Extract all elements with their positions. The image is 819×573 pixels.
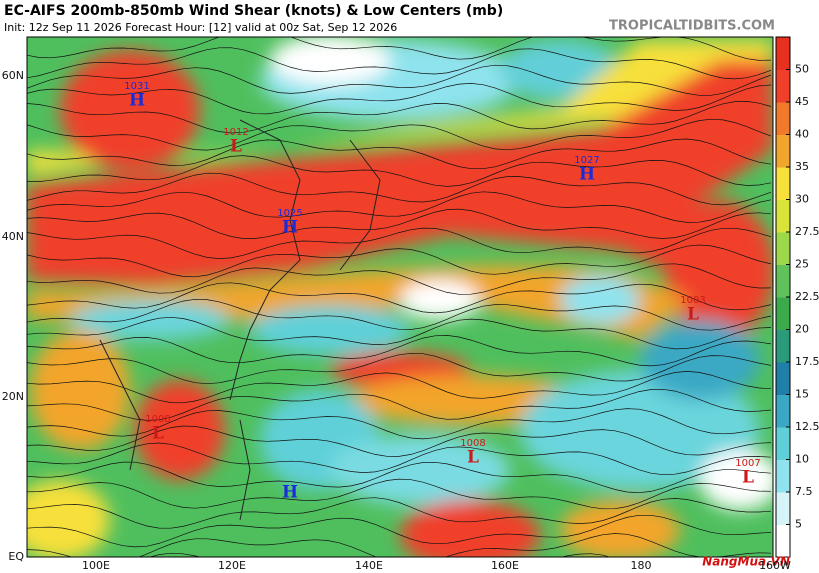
subtitle: Init: 12z Sep 11 2026 Forecast Hour: [12… xyxy=(4,21,397,34)
colorbar-label: 5 xyxy=(795,518,802,531)
colorbar: 5 7.5 10 12.5 15 17.5 20 22.5 25 27.5 30 35 40 45 50 xyxy=(775,36,819,558)
latitude-label: 40N xyxy=(2,230,24,243)
center-pressure: 1003 xyxy=(680,295,705,306)
colorbar-label: 25 xyxy=(795,258,809,271)
center-pressure: 1007 xyxy=(735,458,760,469)
streamline xyxy=(27,461,772,494)
streamline xyxy=(27,497,772,529)
colorbar-segment xyxy=(776,524,790,558)
longitude-label: 160E xyxy=(491,559,519,572)
center-pressure: 1012 xyxy=(223,127,248,138)
longitude-label: 180 xyxy=(631,559,652,572)
colorbar-label: 7.5 xyxy=(795,485,813,498)
longitude-label: 140E xyxy=(355,559,383,572)
colorbar-segment xyxy=(776,459,790,493)
streamline xyxy=(27,316,772,350)
colorbar-label: 10 xyxy=(795,453,809,466)
colorbar-segment xyxy=(776,492,790,525)
streamline xyxy=(27,533,772,557)
latitude-label: 20N xyxy=(2,390,24,403)
streamline xyxy=(27,37,772,61)
streamline xyxy=(27,208,772,239)
colorbar-segment xyxy=(776,427,790,460)
colorbar-label: 17.5 xyxy=(795,355,819,368)
center-symbol: H xyxy=(282,218,298,238)
streamlines xyxy=(27,37,772,557)
streamline xyxy=(27,442,772,476)
streamline xyxy=(27,172,772,206)
streamline xyxy=(27,244,772,278)
colorbar-segment xyxy=(776,362,790,395)
longitude-label: 160W xyxy=(759,559,791,572)
center-symbol: H xyxy=(282,483,298,503)
streamline xyxy=(27,138,772,170)
colorbar-label: 40 xyxy=(795,128,809,141)
latitude-label: EQ xyxy=(8,550,24,563)
center-pressure: 1008 xyxy=(145,414,170,425)
colorbar-label: 35 xyxy=(795,160,809,173)
watermark: NangMua.VN xyxy=(702,555,790,569)
streamline xyxy=(27,191,772,223)
center-pressure: 1008 xyxy=(460,438,485,449)
streamline xyxy=(27,83,772,115)
colorbar-segment xyxy=(776,232,790,265)
streamline xyxy=(27,425,772,457)
center-pressure: 1031 xyxy=(124,81,149,92)
streamline xyxy=(27,388,772,421)
colorbar-segment xyxy=(776,167,790,200)
center-symbol: L xyxy=(230,137,242,157)
colorbar-label: 27.5 xyxy=(795,225,819,238)
center-symbol: H xyxy=(579,165,595,185)
colorbar-segment xyxy=(776,329,790,363)
colorbar-segment xyxy=(776,199,790,233)
streamline xyxy=(27,282,772,314)
colorbar-label: 22.5 xyxy=(795,290,819,303)
center-symbol: L xyxy=(687,305,699,325)
colorbar-segment xyxy=(776,69,790,103)
colorbar-label: 12.5 xyxy=(795,420,819,433)
streamline xyxy=(27,263,772,295)
streamline xyxy=(27,47,772,80)
center-symbol: L xyxy=(152,424,164,444)
center-pressure: 1025 xyxy=(277,208,302,219)
streamline xyxy=(27,352,772,385)
latitude-label: 60N xyxy=(2,69,24,82)
longitude-label: 100E xyxy=(82,559,110,572)
colorbar-segment xyxy=(776,264,790,298)
colorbar-label: 50 xyxy=(795,63,809,76)
colorbar-segment xyxy=(776,297,790,330)
colorbar-segment xyxy=(776,102,790,135)
colorbar-label: 45 xyxy=(795,95,809,108)
site-name: TROPICALTIDBITS.COM xyxy=(609,19,775,34)
colorbar-segment xyxy=(776,37,790,70)
streamline xyxy=(27,155,772,187)
shear-field xyxy=(27,37,773,557)
streamline xyxy=(27,101,772,134)
colorbar-segment xyxy=(776,134,790,168)
colorbar-label: 15 xyxy=(795,388,809,401)
colorbar-label: 30 xyxy=(795,193,809,206)
center-symbol: L xyxy=(467,448,479,468)
streamline xyxy=(27,408,772,440)
title: EC-AIFS 200mb-850mb Wind Shear (knots) &… xyxy=(4,3,503,19)
streamline xyxy=(27,478,772,510)
streamline xyxy=(27,298,772,331)
center-pressure: 1027 xyxy=(574,155,599,166)
map-frame xyxy=(26,36,774,558)
colorbar-label: 20 xyxy=(795,323,809,336)
center-symbol: H xyxy=(129,91,145,111)
streamline xyxy=(27,227,772,259)
streamline xyxy=(27,64,772,96)
colorbar-segment xyxy=(776,394,790,428)
streamline xyxy=(27,335,772,367)
center-symbol: L xyxy=(742,468,754,488)
longitude-label: 120E xyxy=(218,559,246,572)
streamline xyxy=(27,118,772,151)
coastlines xyxy=(99,119,381,521)
streamline xyxy=(27,514,772,548)
streamline xyxy=(27,371,772,404)
